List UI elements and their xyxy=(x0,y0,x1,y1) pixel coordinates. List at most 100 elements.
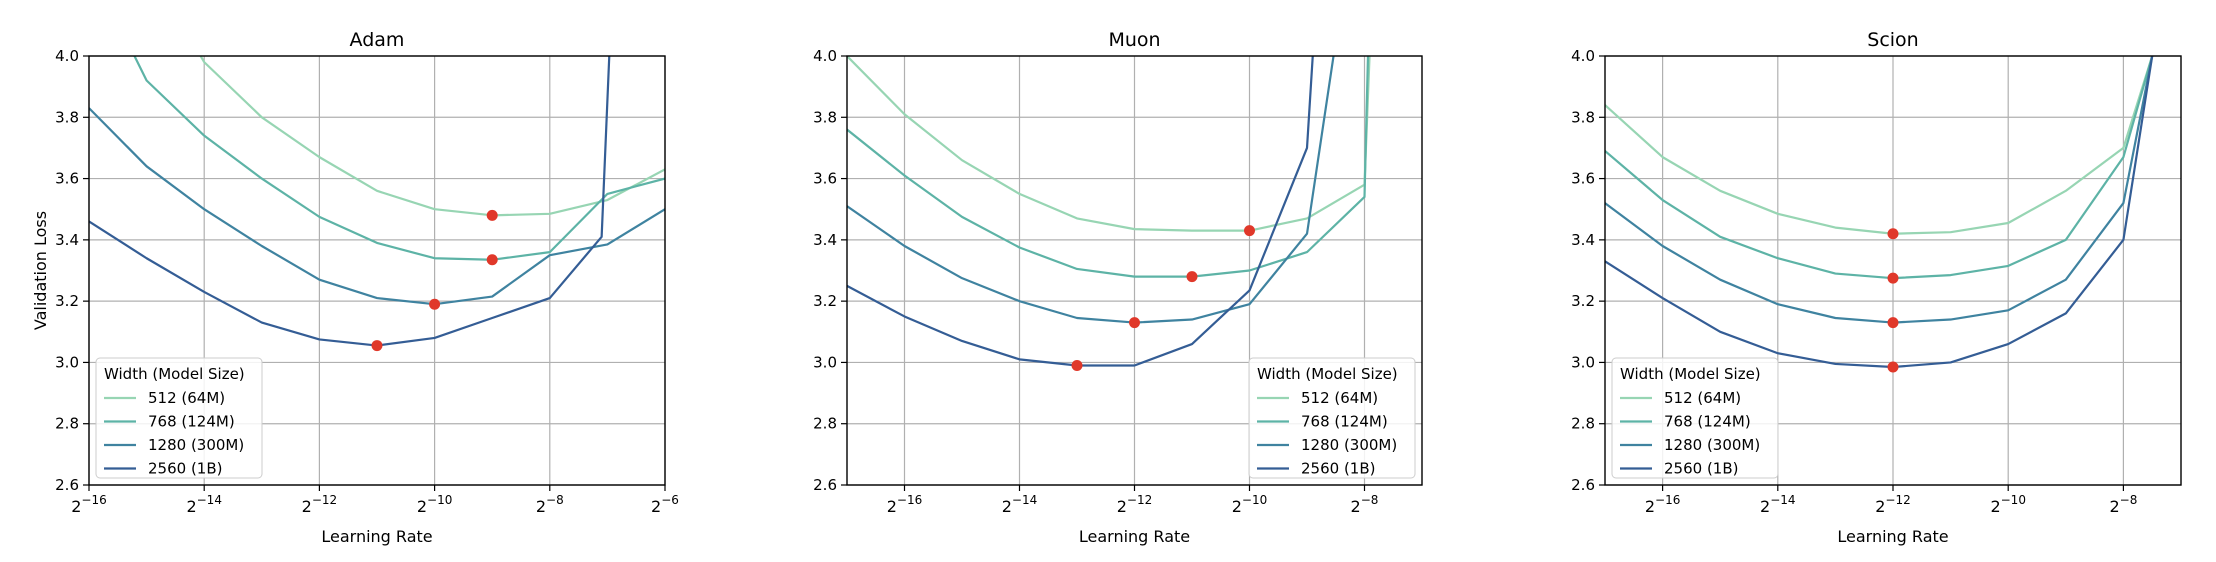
series-line-512 xyxy=(847,56,1371,232)
series-line-768 xyxy=(847,56,1370,278)
x-tick-label: 2−12 xyxy=(1875,493,1911,516)
x-tick-label: 2−10 xyxy=(1990,493,2026,516)
y-tick-label: 3.0 xyxy=(813,353,837,371)
legend-label: 512 (64M) xyxy=(1301,389,1378,407)
optimum-point xyxy=(1887,361,1899,373)
legend-box xyxy=(1611,357,1779,479)
x-tick-label: 2−16 xyxy=(1645,493,1681,516)
y-tick-label: 3.2 xyxy=(55,292,79,310)
y-tick-label: 3.6 xyxy=(1571,170,1595,188)
x-tick-exponent: −14 xyxy=(1012,493,1037,507)
optimum-point xyxy=(1244,225,1255,237)
chart-title: Muon xyxy=(1108,29,1160,51)
x-tick-exponent: −8 xyxy=(2120,493,2138,507)
x-tick-label: 2−12 xyxy=(302,493,338,516)
x-tick-label: 2−10 xyxy=(417,493,453,516)
y-tick-label: 2.6 xyxy=(1571,476,1595,494)
optimum-point xyxy=(1887,228,1899,240)
x-tick-label: 2−14 xyxy=(1760,493,1796,516)
y-tick-label: 3.6 xyxy=(813,170,837,188)
series-line-1280 xyxy=(89,107,665,306)
y-tick-label: 3.4 xyxy=(55,231,79,249)
x-tick-label: 2−16 xyxy=(71,493,107,516)
legend: Width (Model Size) 512 (64M) 768 (124M) 128… xyxy=(1248,357,1416,479)
y-tick-label: 3.4 xyxy=(1571,231,1595,249)
y-tick-label: 3.8 xyxy=(813,108,837,126)
y-tick-label: 4.0 xyxy=(55,47,79,65)
y-tick-label: 2.8 xyxy=(1571,415,1595,433)
legend-label: 2560 (1B) xyxy=(1664,460,1738,478)
optimum-point xyxy=(486,254,498,266)
x-tick-label: 2−8 xyxy=(1351,493,1379,516)
series-lines xyxy=(1605,56,2154,369)
y-tick-label: 2.8 xyxy=(813,415,837,433)
optimum-point xyxy=(486,209,498,221)
legend-box xyxy=(95,357,263,479)
series-line-768 xyxy=(133,56,665,261)
chart-title: Scion xyxy=(1867,29,1918,51)
x-tick-exponent: −8 xyxy=(546,493,564,507)
optimum-point xyxy=(1186,271,1198,283)
series-line-2560 xyxy=(1605,56,2154,369)
x-tick-label: 2−14 xyxy=(1002,493,1038,516)
x-axis-label: Learning Rate xyxy=(1837,527,1948,546)
x-axis-label: Learning Rate xyxy=(1079,527,1190,546)
x-tick-exponent: −6 xyxy=(661,493,679,507)
x-tick-label: 2−14 xyxy=(186,493,222,516)
legend: Width (Model Size) 512 (64M) 768 (124M) 128… xyxy=(95,357,263,479)
x-tick-exponent: −16 xyxy=(81,493,106,507)
x-tick-label: 2−16 xyxy=(887,493,923,516)
x-tick-label: 2−12 xyxy=(1117,493,1153,516)
legend-label: 512 (64M) xyxy=(1664,389,1741,407)
series-line-512 xyxy=(199,56,665,217)
optimum-point xyxy=(1887,317,1899,329)
x-tick-exponent: −16 xyxy=(897,493,922,507)
y-tick-label: 2.6 xyxy=(813,476,837,494)
x-tick-label: 2−6 xyxy=(651,493,679,516)
legend-label: 1280 (300M) xyxy=(148,436,244,454)
series-line-1280 xyxy=(1605,56,2154,324)
legend-label: 768 (124M) xyxy=(148,413,235,431)
x-tick-exponent: −12 xyxy=(1127,493,1152,507)
chart-title: Adam xyxy=(350,29,405,51)
y-tick-label: 3.8 xyxy=(1571,108,1595,126)
series-line-512 xyxy=(1605,56,2154,235)
x-tick-exponent: −12 xyxy=(1885,493,1910,507)
y-tick-label: 3.2 xyxy=(813,292,837,310)
legend-title: Width (Model Size) xyxy=(1257,365,1398,383)
x-tick-exponent: −14 xyxy=(197,493,222,507)
legend-label: 1280 (300M) xyxy=(1664,436,1760,454)
x-tick-label: 2−8 xyxy=(536,493,564,516)
y-tick-label: 3.8 xyxy=(55,108,79,126)
chart-panel-adam: 2.6 2.8 3.0 3.2 3.4 3.6 3.8 4.0 2−16 2−14 2−12 2−10… xyxy=(31,29,679,546)
plot-frame xyxy=(88,55,666,486)
x-tick-exponent: −16 xyxy=(1655,493,1680,507)
legend-title: Width (Model Size) xyxy=(104,365,245,383)
y-tick-label: 2.6 xyxy=(55,476,79,494)
x-tick-label: 2−8 xyxy=(2109,493,2137,516)
series-line-768 xyxy=(1605,56,2154,280)
y-tick-label: 4.0 xyxy=(1571,47,1595,65)
y-tick-label: 3.0 xyxy=(1571,353,1595,371)
x-tick-label: 2−10 xyxy=(1232,493,1268,516)
x-axis-label: Learning Rate xyxy=(321,527,432,546)
optimum-point xyxy=(371,340,383,352)
chart-panel-scion: 2.6 2.8 3.0 3.2 3.4 3.6 3.8 4.0 2−16 2−14 2−12 2−10… xyxy=(1571,29,2182,546)
x-tick-exponent: −10 xyxy=(1242,493,1267,507)
legend: Width (Model Size) 512 (64M) 768 (124M) 128… xyxy=(1611,357,1779,479)
series-line-1280 xyxy=(847,56,1335,324)
legend-label: 512 (64M) xyxy=(148,389,225,407)
y-tick-label: 3.0 xyxy=(55,353,79,371)
y-axis-label: Validation Loss xyxy=(31,211,50,330)
legend-label: 2560 (1B) xyxy=(148,460,222,478)
legend-label: 768 (124M) xyxy=(1664,413,1751,431)
y-tick-label: 3.2 xyxy=(1571,292,1595,310)
legend-label: 2560 (1B) xyxy=(1301,460,1375,478)
optimum-point xyxy=(1071,359,1083,371)
x-tick-exponent: −10 xyxy=(2001,493,2026,507)
legend-box xyxy=(1248,357,1416,479)
optimum-point xyxy=(1129,317,1140,329)
series-line-2560 xyxy=(847,56,1314,367)
x-tick-exponent: −8 xyxy=(1361,493,1379,507)
